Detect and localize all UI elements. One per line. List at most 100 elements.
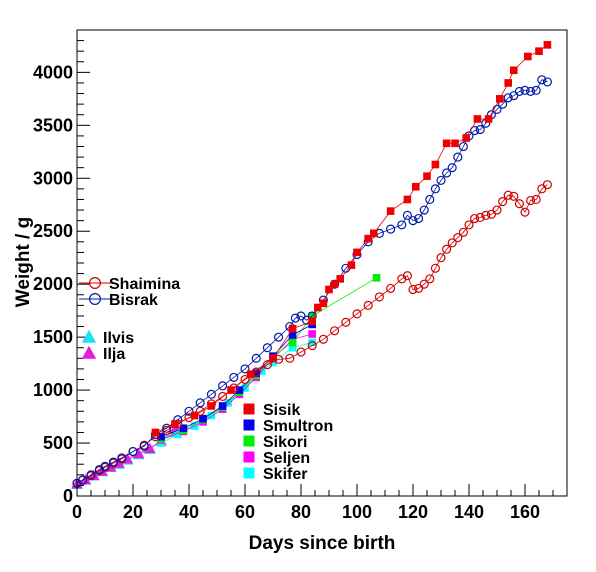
data-point xyxy=(336,275,344,283)
x-tick-label: 100 xyxy=(342,502,372,522)
data-point xyxy=(240,374,250,385)
data-point xyxy=(504,79,512,87)
legend-label: Ilvis xyxy=(103,330,134,347)
data-point xyxy=(492,104,502,114)
data-point xyxy=(132,447,145,459)
data-point xyxy=(442,168,452,178)
data-point xyxy=(442,139,451,148)
x-tick-label: 20 xyxy=(123,502,143,522)
series-bisrak xyxy=(72,75,552,488)
data-point xyxy=(542,180,552,190)
data-point xyxy=(514,86,524,96)
legend-label: Smultron xyxy=(263,418,333,435)
data-point xyxy=(269,358,277,367)
data-point xyxy=(510,66,518,75)
data-point xyxy=(288,324,297,333)
data-point xyxy=(308,330,316,338)
x-tick-label: 120 xyxy=(398,502,428,522)
data-point xyxy=(412,182,420,191)
data-point xyxy=(430,263,440,273)
data-point xyxy=(537,75,547,85)
series-sisik xyxy=(151,41,552,437)
data-point xyxy=(397,220,407,230)
data-point xyxy=(290,313,300,323)
legend-marker xyxy=(81,345,97,359)
legend-label: Seljen xyxy=(263,450,310,467)
data-point xyxy=(458,141,468,152)
y-tick-label: 3000 xyxy=(33,168,73,188)
legend-label: Sikori xyxy=(263,434,307,451)
y-tick-label: 1500 xyxy=(33,327,73,347)
legend-item-sikori: Sikori xyxy=(243,434,307,451)
data-point xyxy=(374,292,384,302)
data-point xyxy=(462,134,470,142)
data-point xyxy=(288,338,297,347)
data-point xyxy=(496,95,504,103)
data-point xyxy=(503,93,513,103)
legend-marker xyxy=(243,419,255,431)
data-point xyxy=(227,386,235,394)
data-point xyxy=(108,457,118,467)
data-point xyxy=(296,347,306,357)
data-point xyxy=(308,338,316,347)
data-point xyxy=(288,331,297,339)
data-point xyxy=(353,248,361,257)
x-tick-label: 60 xyxy=(235,502,255,522)
data-point xyxy=(386,207,395,215)
data-point xyxy=(199,414,207,423)
legend-item-smultron: Smultron xyxy=(243,418,333,435)
legend-item-ilvis: Ilvis xyxy=(81,329,134,347)
legend-item-sisik: Sisik xyxy=(243,402,300,419)
x-tick-label: 80 xyxy=(291,502,311,522)
data-point xyxy=(535,47,543,55)
data-point xyxy=(151,428,160,437)
y-tick-label: 1000 xyxy=(33,380,73,400)
data-point xyxy=(307,341,317,351)
series-line xyxy=(76,184,548,484)
data-point xyxy=(184,406,194,416)
data-point xyxy=(252,369,260,377)
data-point xyxy=(285,353,295,363)
data-point xyxy=(195,398,205,408)
data-point xyxy=(436,175,446,185)
legend-item-skifer: Skifer xyxy=(243,466,307,483)
data-point xyxy=(408,216,418,226)
data-point xyxy=(526,195,536,206)
legend-item-seljen: Seljen xyxy=(243,450,310,467)
data-point xyxy=(473,115,482,123)
legend-marker xyxy=(88,293,101,306)
data-point xyxy=(531,85,541,95)
data-point xyxy=(174,430,182,439)
data-point xyxy=(492,205,502,215)
legend-marker xyxy=(88,277,101,290)
y-tick-label: 4000 xyxy=(33,62,73,82)
data-point xyxy=(262,343,272,353)
data-point xyxy=(453,233,463,243)
data-point xyxy=(78,475,88,485)
data-point xyxy=(520,85,530,95)
x-tick-label: 40 xyxy=(179,502,199,522)
data-point xyxy=(470,213,480,224)
data-point xyxy=(207,402,216,410)
data-point xyxy=(447,238,457,248)
data-point xyxy=(503,190,513,200)
data-point xyxy=(341,317,351,327)
data-point xyxy=(509,191,519,201)
data-point xyxy=(403,195,412,204)
data-point xyxy=(526,86,536,96)
data-point xyxy=(100,461,110,471)
data-point xyxy=(498,197,508,207)
x-tick-label: 0 xyxy=(72,502,82,522)
legend-marker xyxy=(243,435,255,447)
data-point xyxy=(364,234,372,243)
data-point xyxy=(370,229,378,238)
data-point xyxy=(308,317,316,326)
series-line xyxy=(160,277,377,440)
data-point xyxy=(274,332,284,342)
data-point xyxy=(288,343,297,352)
legend-item-ilja: Ilja xyxy=(81,345,125,363)
